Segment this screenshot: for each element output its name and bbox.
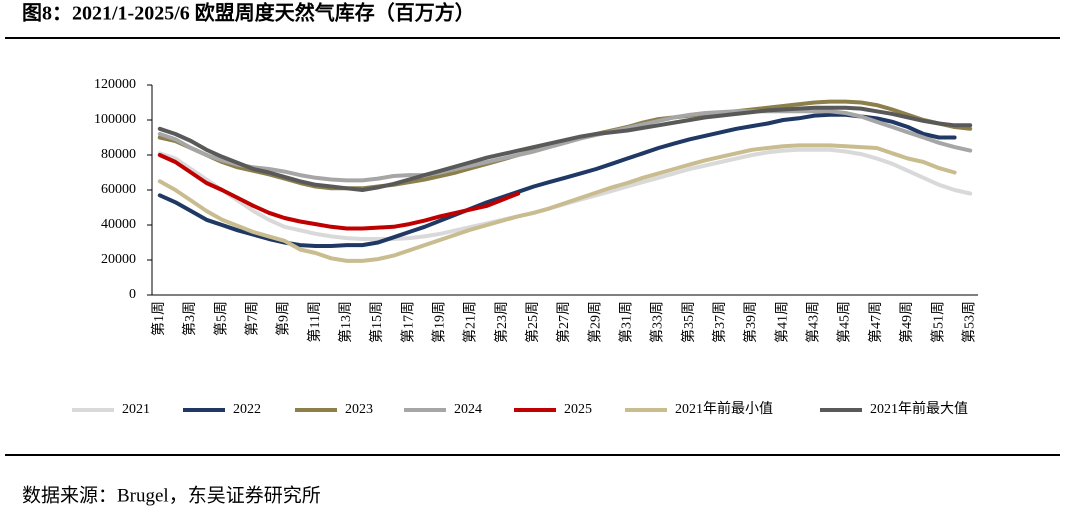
- source: 数据来源：Brugel，东吴证券研究所: [22, 484, 321, 506]
- x-tick-label: 第3周: [181, 301, 198, 336]
- y-tick-label: 80000: [101, 147, 136, 162]
- x-tick-label: 第7周: [244, 301, 261, 336]
- x-tick-label: 第17周: [399, 301, 416, 343]
- x-tick-label: 第11周: [306, 301, 323, 342]
- series-line: [157, 153, 521, 231]
- x-tick-label: 第5周: [212, 301, 229, 336]
- legend-label: 2024: [454, 402, 482, 417]
- x-tick-label: 第1周: [150, 301, 167, 336]
- y-tick-label: 120000: [94, 77, 136, 92]
- series-line: [157, 109, 973, 183]
- x-tick-label: 第25周: [524, 301, 541, 343]
- series-line: [157, 147, 973, 241]
- x-tick-label: 第45周: [836, 301, 853, 343]
- x-tick-label: 第39周: [742, 301, 759, 343]
- legend-label: 2025: [564, 402, 592, 417]
- y-tick-label: 20000: [101, 252, 136, 267]
- x-tick-label: 第35周: [680, 301, 697, 343]
- chart-title: 图8：2021/1-2025/6 欧盟周度天然气库存（百万方）: [22, 1, 475, 25]
- x-tick-label: 第9周: [275, 301, 292, 336]
- series-line: [157, 143, 957, 263]
- legend-label: 2023: [345, 402, 373, 417]
- legend-label: 2022: [233, 402, 261, 417]
- x-tick-label: 第41周: [773, 301, 790, 343]
- x-tick-label: 第21周: [462, 301, 479, 343]
- x-tick-label: 第51周: [929, 301, 946, 343]
- legend-label: 2021年前最小值: [675, 400, 773, 417]
- x-tick-label: 第23周: [493, 301, 510, 343]
- y-tick-label: 100000: [94, 112, 136, 127]
- x-tick-label: 第27周: [555, 301, 572, 343]
- x-tick-label: 第29周: [586, 301, 603, 343]
- x-tick-label: 第13周: [337, 301, 354, 343]
- y-tick-label: 60000: [101, 182, 136, 197]
- x-tick-label: 第33周: [649, 301, 666, 343]
- x-tick-label: 第49周: [898, 301, 915, 343]
- series-line: [157, 105, 973, 192]
- x-tick-label: 第53周: [960, 301, 977, 343]
- x-tick-label: 第47周: [867, 301, 884, 343]
- legend-label: 2021年前最大值: [870, 400, 968, 417]
- x-tick-label: 第37周: [711, 301, 728, 343]
- y-tick-label: 0: [129, 287, 136, 302]
- x-tick-label: 第15周: [368, 301, 385, 343]
- y-tick-label: 40000: [101, 217, 136, 232]
- x-tick-label: 第19周: [431, 301, 448, 343]
- legend-label: 2021: [122, 402, 150, 417]
- x-tick-label: 第43周: [805, 301, 822, 343]
- x-tick-label: 第31周: [618, 301, 635, 343]
